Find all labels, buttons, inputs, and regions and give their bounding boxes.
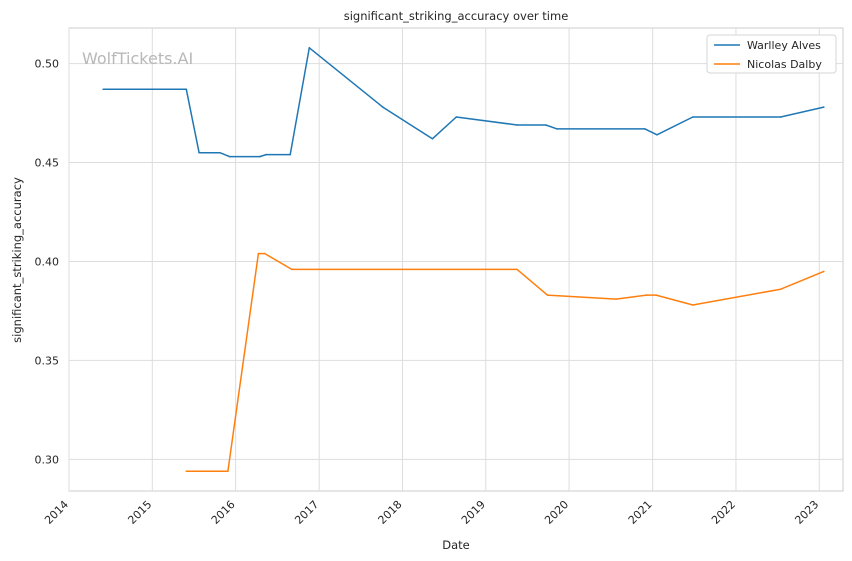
data-point-warlley-alves bbox=[308, 47, 311, 49]
data-point-warlley-alves bbox=[516, 124, 518, 126]
data-point-nicolas-dalby bbox=[291, 268, 293, 271]
data-point-warlley-alves bbox=[556, 128, 558, 130]
x-tick-label: 2021 bbox=[626, 498, 655, 527]
series-lines bbox=[102, 47, 825, 473]
plot-area bbox=[68, 27, 844, 492]
data-point-warlley-alves bbox=[198, 151, 200, 154]
series-line-warlley-alves bbox=[103, 47, 824, 158]
legend-label-warlley-alves: Warlley Alves bbox=[747, 39, 821, 52]
data-point-warlley-alves bbox=[185, 88, 188, 91]
x-axis-title: Date bbox=[442, 538, 470, 552]
data-point-warlley-alves bbox=[455, 116, 458, 118]
x-tick-label: 2019 bbox=[459, 498, 488, 527]
y-tick-label: 0.40 bbox=[35, 255, 60, 268]
data-point-nicolas-dalby bbox=[264, 252, 266, 255]
x-tick-label: 2014 bbox=[42, 498, 71, 527]
data-point-warlley-alves bbox=[219, 151, 221, 154]
x-tick-label: 2023 bbox=[792, 498, 821, 527]
data-point-nicolas-dalby bbox=[546, 294, 549, 296]
data-point-warlley-alves bbox=[779, 116, 782, 118]
watermark: WolfTickets.AI bbox=[82, 49, 193, 68]
data-point-nicolas-dalby bbox=[655, 294, 657, 296]
y-axis-title: significant_striking_accuracy bbox=[10, 177, 24, 343]
chart-title: significant_striking_accuracy over time bbox=[344, 9, 569, 23]
data-point-nicolas-dalby bbox=[227, 470, 229, 473]
data-point-warlley-alves bbox=[265, 153, 268, 156]
y-tick-label: 0.35 bbox=[35, 354, 60, 367]
data-point-nicolas-dalby bbox=[823, 270, 825, 273]
x-tick-label: 2018 bbox=[376, 498, 405, 527]
data-point-nicolas-dalby bbox=[516, 268, 518, 271]
data-point-warlley-alves bbox=[228, 155, 231, 158]
data-point-nicolas-dalby bbox=[615, 298, 617, 300]
x-tick-label: 2016 bbox=[209, 498, 238, 527]
grid bbox=[68, 28, 843, 491]
data-point-nicolas-dalby bbox=[645, 294, 648, 296]
y-tick-label: 0.45 bbox=[35, 157, 60, 170]
x-tick-label: 2015 bbox=[125, 498, 154, 527]
data-point-warlley-alves bbox=[102, 88, 104, 91]
x-tick-label: 2017 bbox=[292, 498, 321, 527]
data-point-warlley-alves bbox=[644, 128, 646, 130]
x-tick-label: 2020 bbox=[542, 498, 571, 527]
x-tick-label: 2022 bbox=[709, 498, 738, 527]
data-point-warlley-alves bbox=[382, 106, 384, 108]
data-point-nicolas-dalby bbox=[185, 470, 188, 473]
legend-label-nicolas-dalby: Nicolas Dalby bbox=[747, 58, 822, 71]
y-tick-label: 0.50 bbox=[35, 58, 60, 71]
data-point-warlley-alves bbox=[823, 106, 825, 108]
data-point-warlley-alves bbox=[431, 138, 434, 140]
legend: Warlley Alves Nicolas Dalby bbox=[706, 34, 837, 74]
data-point-warlley-alves bbox=[545, 124, 547, 126]
data-point-nicolas-dalby bbox=[257, 252, 260, 255]
data-point-warlley-alves bbox=[289, 153, 292, 156]
data-point-warlley-alves bbox=[656, 134, 658, 136]
data-point-nicolas-dalby bbox=[692, 304, 694, 306]
data-point-warlley-alves bbox=[692, 116, 694, 118]
data-point-nicolas-dalby bbox=[779, 288, 782, 291]
y-tick-label: 0.30 bbox=[35, 453, 60, 466]
data-point-warlley-alves bbox=[259, 155, 261, 158]
